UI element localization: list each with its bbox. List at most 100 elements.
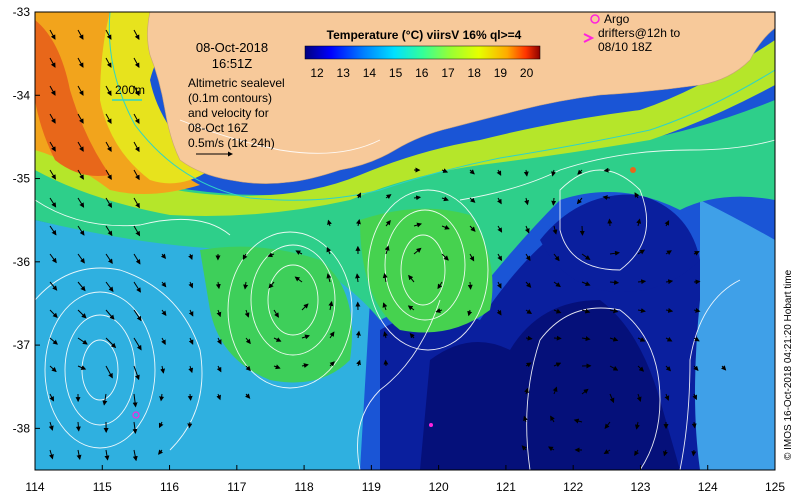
- velocity-arrow: [469, 197, 476, 203]
- y-tick-label: -35: [13, 172, 31, 186]
- velocity-arrow: [385, 219, 391, 227]
- argo-float-marker: [429, 423, 433, 427]
- plot-frame: [34, 11, 776, 471]
- x-tick-label: 120: [429, 480, 449, 494]
- velocity-arrow: [665, 279, 674, 285]
- velocity-arrow: [525, 281, 532, 288]
- velocity-arrow: [77, 113, 84, 124]
- velocity-arrow: [105, 197, 113, 209]
- velocity-arrow: [216, 365, 222, 373]
- velocity-arrow: [77, 281, 86, 292]
- velocity-arrow: [663, 449, 668, 457]
- cold-pool-east: [540, 194, 700, 292]
- velocity-arrow: [581, 281, 591, 286]
- velocity-arrow: [609, 308, 619, 314]
- x-tick-label: 117: [227, 480, 246, 494]
- argo-floats: [132, 167, 636, 427]
- velocity-arrow: [301, 303, 309, 311]
- colorbar-gradient: [304, 45, 541, 60]
- velocity-arrow: [161, 337, 166, 345]
- velocity-arrow: [581, 253, 591, 261]
- velocity-arrow: [409, 332, 415, 339]
- velocity-arrow: [551, 197, 557, 206]
- velocity-arrow: [604, 421, 611, 429]
- velocity-arrow: [105, 29, 112, 40]
- velocity-arrow: [77, 141, 84, 152]
- colorbar-ticks: 12 13 14 15 16 17 18 19 20: [310, 66, 533, 80]
- velocity-arrow: [550, 415, 555, 423]
- velocity-arrow: [188, 281, 194, 289]
- velocity-arrow: [523, 415, 528, 423]
- velocity-arrow: [552, 386, 558, 395]
- velocity-arrow: [105, 57, 112, 68]
- velocity-arrow: [133, 337, 142, 351]
- velocity-arrow: [497, 225, 503, 233]
- velocity-arrow: [132, 449, 138, 462]
- velocity-arrow: [525, 253, 531, 262]
- argo-legend-label: Argo: [604, 12, 630, 26]
- velocity-arrow: [77, 365, 87, 370]
- velocity-arrow: [105, 85, 112, 96]
- velocity-arrow: [76, 449, 82, 460]
- velocity-arrow: [407, 305, 415, 311]
- velocity-arrow: [216, 393, 221, 401]
- sealevel-note-line: (0.1m contours): [188, 91, 272, 105]
- velocity-arrow: [77, 225, 85, 236]
- velocity-arrow: [187, 393, 193, 401]
- shelf-200m-contour: [108, 12, 775, 201]
- velocity-arrow: [637, 337, 646, 342]
- velocity-arrow: [49, 309, 58, 319]
- sealevel-note: Altimetric sealevel (0.1m contours) and …: [188, 76, 285, 150]
- velocity-arrow: [634, 449, 639, 457]
- y-tick-label: -36: [13, 255, 31, 269]
- velocity-arrow: [105, 225, 113, 237]
- velocity-arrow: [691, 449, 697, 457]
- velocity-arrow: [77, 253, 85, 264]
- velocity-arrow: [49, 337, 58, 345]
- velocity-arrow: [413, 247, 422, 255]
- velocity-arrow: [525, 335, 533, 341]
- velocity-arrow: [161, 281, 167, 288]
- warm-spot-marker: [630, 167, 636, 173]
- velocity-arrow: [329, 331, 335, 339]
- x-tick-label: 125: [765, 480, 785, 494]
- velocity-arrow: [552, 225, 558, 235]
- velocity-arrow: [413, 222, 422, 228]
- y-tick-label: -38: [13, 421, 31, 435]
- velocity-arrow: [273, 364, 281, 370]
- velocity-arrow: [49, 253, 57, 264]
- velocity-arrow: [636, 218, 642, 227]
- velocity-arrow: [525, 309, 533, 314]
- drifter-legend-icon: [583, 33, 595, 43]
- velocity-arrow: [496, 281, 502, 289]
- velocity-arrow: [188, 365, 194, 374]
- velocity-arrow: [77, 169, 84, 180]
- velocity-arrow: [603, 167, 611, 173]
- velocity-arrow: [273, 309, 279, 318]
- velocity-arrow: [242, 253, 248, 260]
- drifter-legend-line: drifters@12h to: [598, 26, 681, 40]
- velocity-arrow: [553, 281, 561, 288]
- velocity-arrow: [665, 365, 672, 372]
- hot-core-west: [35, 20, 110, 176]
- velocity-arrow: [469, 169, 475, 175]
- velocity-arrow: [105, 253, 113, 265]
- velocity-arrow: [355, 273, 361, 283]
- velocity-arrow: [133, 365, 140, 381]
- velocity-arrow: [693, 307, 701, 313]
- velocity-arrow: [581, 336, 591, 342]
- velocity-arrow: [441, 196, 449, 202]
- velocity-arrow: [49, 29, 56, 40]
- credit-text: © IMOS 16-Oct-2018 04:21:20 Hobart time: [783, 269, 794, 460]
- velocity-arrow: [603, 449, 611, 455]
- velocity-arrow: [573, 418, 583, 424]
- velocity-arrow: [77, 85, 84, 96]
- velocity-arrow: [577, 169, 583, 175]
- colorbar-tick-label: 15: [389, 66, 403, 80]
- velocity-arrow: [609, 250, 620, 256]
- velocity-arrow: [435, 308, 443, 313]
- velocity-arrow: [301, 363, 309, 369]
- velocity-arrow: [49, 393, 54, 402]
- velocity-arrow: [104, 449, 110, 461]
